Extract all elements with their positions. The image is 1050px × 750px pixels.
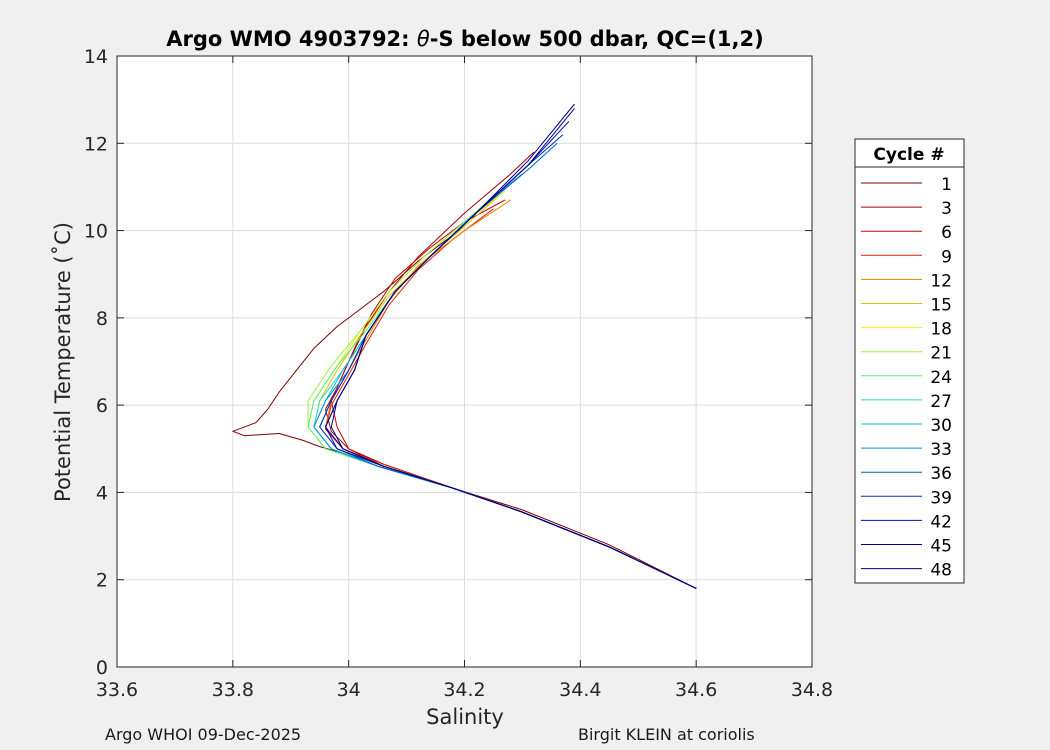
legend-entry: 18 [861,320,952,340]
legend-entry: 1 [861,175,952,195]
legend-label: 45 [930,537,952,557]
legend-entry: 24 [861,368,952,388]
y-axis-label: Potential Temperature (˚C) [51,222,75,502]
legend-label: 48 [930,561,952,581]
legend-label: 18 [930,320,952,340]
x-tick-label: 34.6 [675,679,717,701]
legend-label: 42 [930,512,952,532]
series-layer [232,103,697,589]
legend-label: 9 [941,247,952,267]
x-axis-ticks: 33.6 33.8 34 34.2 34.4 34.6 34.8 [96,56,833,701]
legend-entry: 33 [861,440,952,460]
y-tick-label: 10 [84,221,108,243]
series-line-cycle-48 [330,103,697,589]
legend-entry: 45 [861,537,952,557]
legend-label: 27 [930,392,952,412]
x-tick-label: 33.6 [96,679,138,701]
legend-entry: 21 [861,344,952,364]
y-tick-label: 8 [96,308,108,330]
x-axis-label: Salinity [426,705,504,729]
x-tick-label: 33.8 [212,679,254,701]
legend-entry: 27 [861,392,952,412]
legend-label: 30 [930,416,952,436]
y-tick-label: 4 [96,482,108,504]
theta-symbol: θ [417,27,430,51]
legend-box [854,138,965,584]
legend-entry: 48 [861,561,952,581]
legend-label: 1 [941,175,952,195]
legend-title: Cycle # [873,145,944,165]
legend-entry: 15 [861,296,952,316]
legend-label: 12 [930,271,952,291]
legend-entry: 30 [861,416,952,436]
legend-label: 6 [941,223,952,243]
y-axis-ticks: 0 2 4 6 8 10 12 14 [84,46,812,679]
y-tick-label: 2 [96,570,108,592]
legend-label: 3 [941,199,952,219]
x-tick-label: 34.2 [443,679,485,701]
legend-label: 15 [930,296,952,316]
legend-label: 21 [930,344,952,364]
legend-entry: 36 [861,464,952,484]
y-tick-label: 14 [84,46,108,68]
x-tick-label: 34.4 [559,679,601,701]
y-tick-label: 6 [96,395,108,417]
y-tick-label: 12 [84,133,108,155]
chart-title: Argo WMO 4903792: θ-S below 500 dbar, QC… [166,27,763,51]
legend-label: 24 [930,368,952,388]
legend-label: 33 [930,440,952,460]
x-tick-label: 34.8 [791,679,833,701]
legend-label: 39 [930,488,952,508]
legend-entry: 9 [861,247,952,267]
legend-entry: 42 [861,512,952,532]
y-tick-label: 0 [96,657,108,679]
x-tick-label: 34 [337,679,361,701]
footer-left: Argo WHOI 09-Dec-2025 [105,725,302,744]
legend-entry: 3 [861,199,952,219]
legend-entry: 6 [861,223,952,243]
legend-entry: 12 [861,271,952,291]
footer-right: Birgit KLEIN at coriolis [578,725,755,744]
legend-entry: 39 [861,488,952,508]
legend-label: 36 [930,464,952,484]
